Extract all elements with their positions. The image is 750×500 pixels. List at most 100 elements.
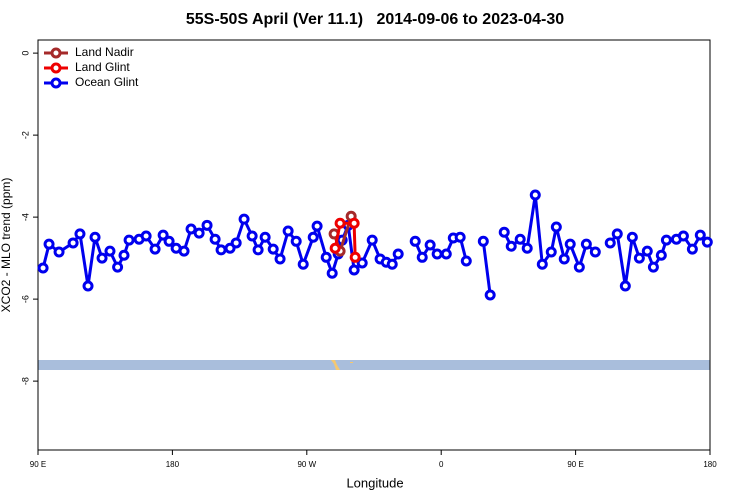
legend-label: Ocean Glint xyxy=(75,75,139,89)
data-point xyxy=(82,280,94,292)
data-point xyxy=(118,249,130,261)
x-tick-label: 180 xyxy=(166,460,180,469)
data-point xyxy=(641,245,653,257)
x-axis-label: Longitude xyxy=(346,475,403,490)
data-point xyxy=(149,243,161,255)
data-point xyxy=(297,258,309,270)
chart-title: 55S-50S April (Ver 11.1) 2014-09-06 to 2… xyxy=(186,11,564,28)
y-tick-label: -6 xyxy=(20,295,30,303)
data-point xyxy=(163,235,175,247)
data-point xyxy=(677,230,689,242)
data-point xyxy=(655,249,667,261)
data-point xyxy=(416,251,428,263)
data-point xyxy=(43,238,55,250)
data-point xyxy=(558,253,570,265)
y-tick-label: -4 xyxy=(20,213,30,221)
data-point xyxy=(112,261,124,273)
data-point xyxy=(201,219,213,231)
data-point xyxy=(320,251,332,263)
y-tick-label: -2 xyxy=(20,131,30,139)
data-point xyxy=(366,234,378,246)
data-point xyxy=(209,233,221,245)
data-point xyxy=(477,235,489,247)
map-strip xyxy=(38,360,710,370)
data-point xyxy=(178,245,190,257)
data-point xyxy=(89,231,101,243)
data-point xyxy=(348,217,360,229)
data-point xyxy=(619,280,631,292)
legend-label: Land Glint xyxy=(75,60,130,74)
data-point xyxy=(440,248,452,260)
data-point xyxy=(157,229,169,241)
data-point xyxy=(238,213,250,225)
data-point xyxy=(521,242,533,254)
data-point xyxy=(460,255,472,267)
data-point xyxy=(267,243,279,255)
data-point xyxy=(626,231,638,243)
data-point xyxy=(454,231,466,243)
x-tick-label: 90 E xyxy=(30,460,46,469)
data-point xyxy=(274,253,286,265)
legend-marker xyxy=(50,62,62,74)
data-point xyxy=(185,223,197,235)
data-point xyxy=(498,226,510,238)
data-point xyxy=(37,262,49,274)
x-tick-label: 90 W xyxy=(297,460,316,469)
data-point xyxy=(67,237,79,249)
data-point xyxy=(252,244,264,256)
data-point xyxy=(282,225,294,237)
data-point xyxy=(326,267,338,279)
data-point xyxy=(573,261,585,273)
data-point xyxy=(329,242,341,254)
data-point xyxy=(424,239,436,251)
data-point xyxy=(686,243,698,255)
data-point xyxy=(647,261,659,273)
data-point xyxy=(611,228,623,240)
data-point xyxy=(660,234,672,246)
data-point xyxy=(349,251,361,263)
data-point xyxy=(348,264,360,276)
x-tick-label: 0 xyxy=(439,460,444,469)
data-point xyxy=(545,246,557,258)
data-point xyxy=(123,234,135,246)
data-point xyxy=(529,189,541,201)
land-patch xyxy=(331,360,353,370)
data-point xyxy=(230,237,242,249)
data-point xyxy=(564,238,576,250)
legend-label: Land Nadir xyxy=(75,45,134,59)
data-point xyxy=(409,235,421,247)
data-point xyxy=(307,231,319,243)
data-point xyxy=(311,220,323,232)
x-tick-label: 180 xyxy=(703,460,717,469)
data-point xyxy=(334,217,346,229)
data-point xyxy=(215,244,227,256)
data-point xyxy=(536,258,548,270)
data-point xyxy=(74,228,86,240)
y-tick-label: 0 xyxy=(20,51,30,56)
data-point xyxy=(550,221,562,233)
data-point xyxy=(386,258,398,270)
data-point xyxy=(356,257,368,269)
data-point xyxy=(96,252,108,264)
data-point xyxy=(259,231,271,243)
data-point xyxy=(484,289,496,301)
series-line xyxy=(333,221,357,258)
data-point xyxy=(431,248,443,260)
y-tick-label: -8 xyxy=(20,377,30,385)
data-point xyxy=(604,237,616,249)
data-point xyxy=(505,240,517,252)
data-point xyxy=(140,230,152,242)
data-point xyxy=(633,252,645,264)
data-point xyxy=(246,230,258,242)
data-point xyxy=(701,236,713,248)
data-point xyxy=(589,246,601,258)
data-point xyxy=(53,246,65,258)
legend-marker xyxy=(50,47,62,59)
data-point xyxy=(694,229,706,241)
data-point xyxy=(580,238,592,250)
data-point xyxy=(193,227,205,239)
y-axis-label: XCO2 - MLO trend (ppm) xyxy=(0,178,13,313)
legend-marker xyxy=(50,77,62,89)
data-point xyxy=(290,235,302,247)
